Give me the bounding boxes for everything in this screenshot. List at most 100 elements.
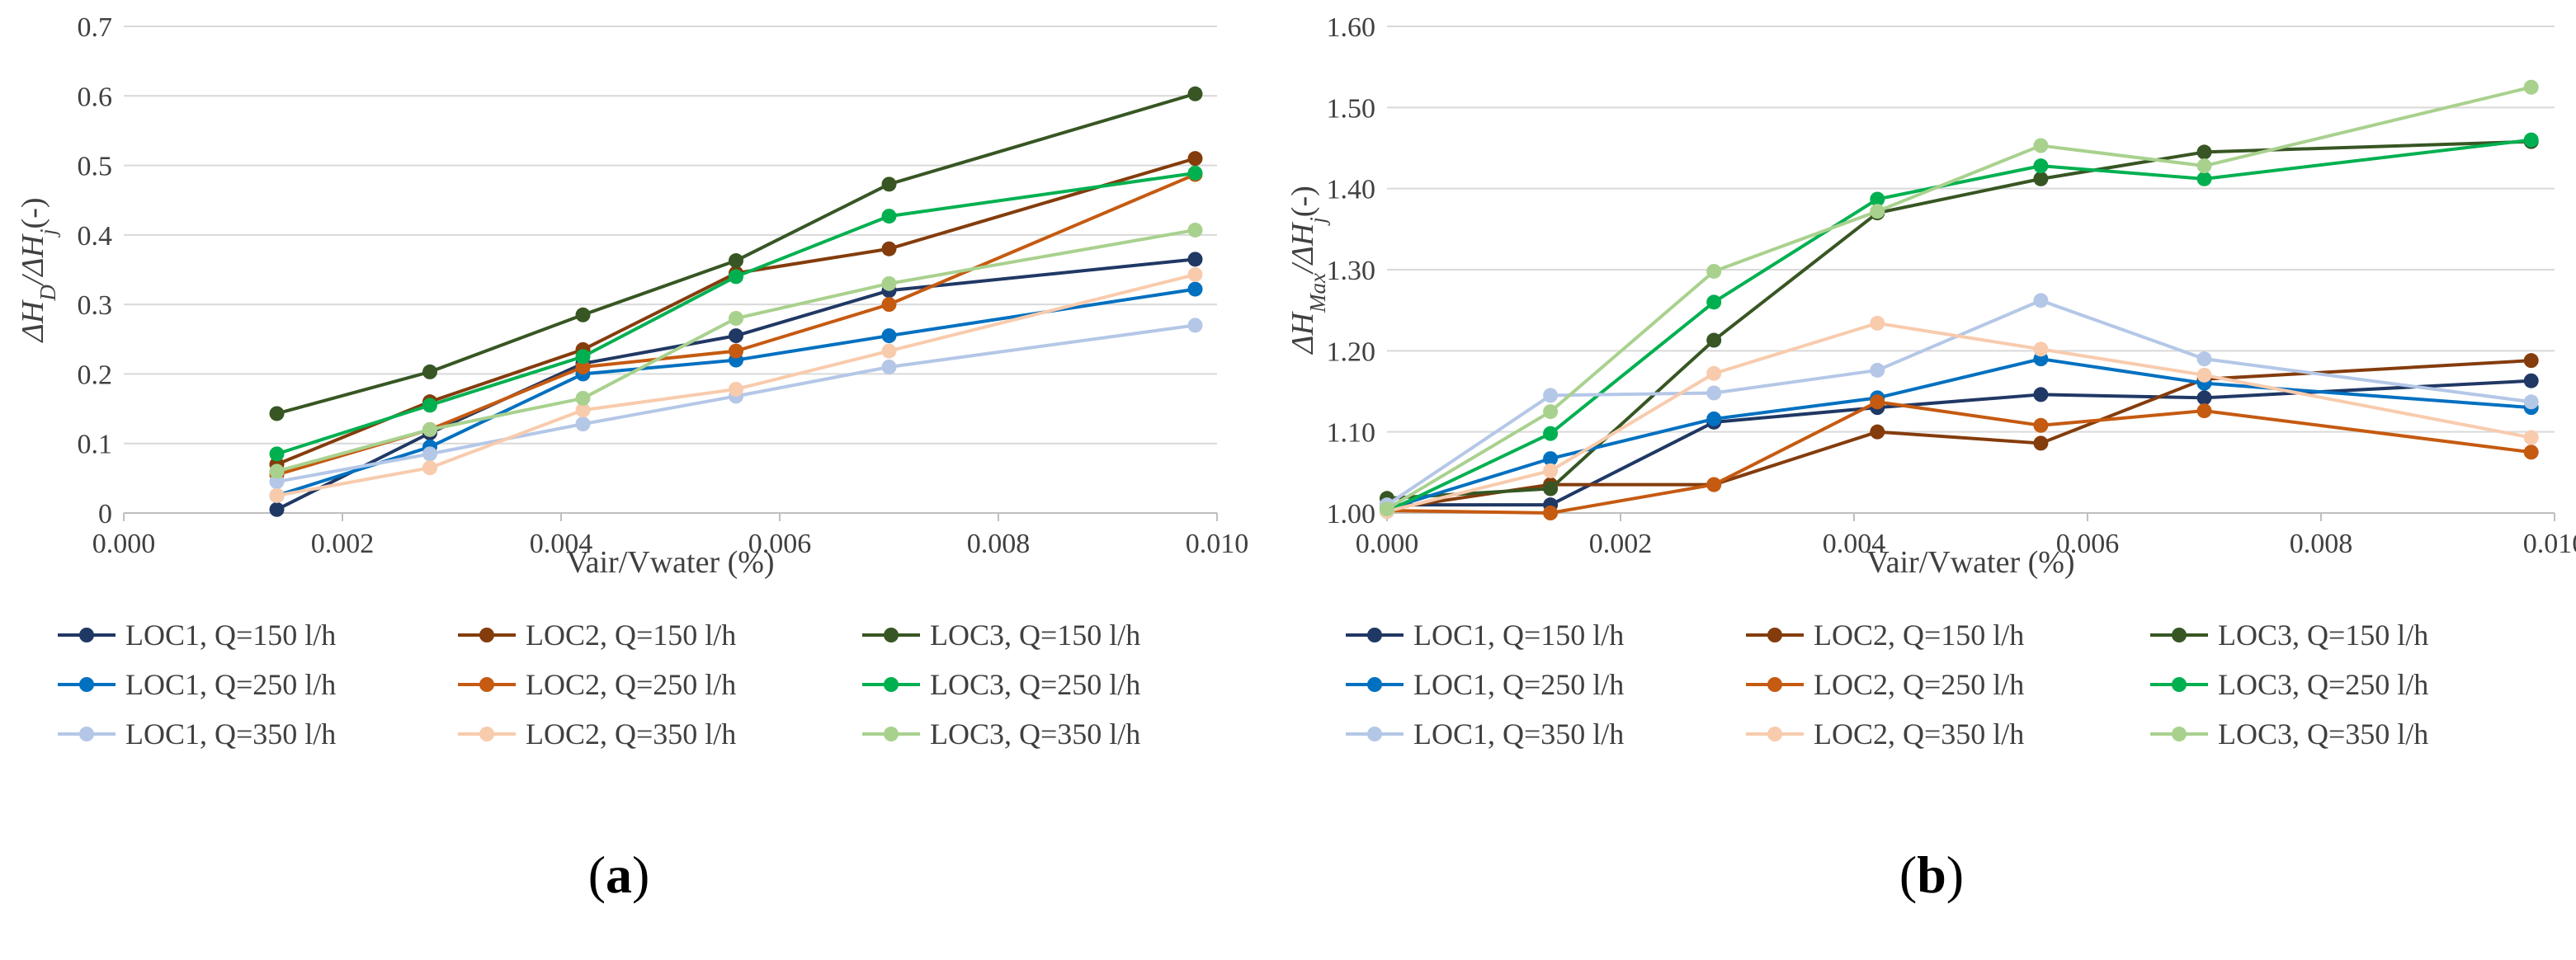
data-point (1187, 222, 1203, 238)
legend-label: LOC1, Q=350 l/h (1413, 718, 1624, 751)
data-point (2033, 293, 2049, 308)
data-point (881, 297, 897, 313)
y-tick-label: 0.4 (78, 221, 113, 252)
series-line-1 (1387, 379, 2531, 507)
y-tick-label: 1.20 (1327, 336, 1376, 367)
data-point (2033, 138, 2049, 153)
series-line-3 (276, 92, 1196, 416)
legend-item: LOC3, Q=250 l/h (862, 668, 1140, 701)
panel-label-part: ) (1946, 845, 1964, 904)
data-point (1706, 477, 1722, 492)
data-point (269, 464, 285, 479)
data-point (422, 398, 437, 413)
data-point (269, 501, 285, 517)
data-point (2196, 390, 2212, 406)
data-point (729, 343, 743, 359)
y-axis-title-part: ΔH (16, 299, 50, 343)
legend-marker (2172, 727, 2187, 741)
legend-label: LOC3, Q=350 l/h (2218, 718, 2428, 751)
y-axis-title-part: j (1305, 217, 1330, 226)
y-tick-label: 0.3 (78, 290, 113, 321)
data-point (1870, 191, 1885, 207)
series-line-6 (276, 171, 1196, 456)
legend-label: LOC3, Q=350 l/h (930, 718, 1140, 751)
legend-item: LOC1, Q=150 l/h (1346, 619, 1624, 652)
data-point (1543, 506, 1559, 520)
series-line-8 (276, 272, 1196, 497)
chart-a-svg: 0 0.1 0.2 0.3 0.4 0.5 0.6 0.7 0.000 0.002 0.004 0.0… (16, 12, 1249, 904)
y-tick-label: 0.2 (78, 360, 113, 390)
y-tick-label: 1.30 (1327, 256, 1376, 286)
legend-marker (884, 677, 899, 692)
data-point (2523, 445, 2539, 460)
data-point (575, 307, 591, 322)
data-point (881, 328, 897, 344)
data-point (1870, 424, 1885, 440)
legend-item: LOC2, Q=350 l/h (1746, 718, 2024, 751)
x-tick-label: 0.006 (748, 529, 812, 559)
panel-label: (a) (588, 845, 650, 904)
y-tick-label: 0.1 (78, 430, 113, 460)
y-axis-title-part: D (35, 285, 60, 302)
x-axis-title: Vair/Vwater (%) (1866, 545, 2074, 580)
data-point (1187, 151, 1203, 167)
y-axis-title-part: (-) (1288, 186, 1320, 217)
y-tick-label: 1.10 (1327, 418, 1376, 449)
y-tick-label: 1.40 (1327, 175, 1376, 205)
data-point (2033, 158, 2049, 174)
legend-marker (479, 677, 494, 692)
data-point (1706, 365, 1722, 381)
x-tick-label: 0.000 (92, 529, 156, 559)
data-point (2196, 171, 2212, 186)
data-point (2523, 373, 2539, 388)
data-point (422, 446, 437, 462)
data-point (575, 349, 591, 365)
legend-item: LOC2, Q=150 l/h (1746, 619, 2024, 652)
data-point (1187, 252, 1203, 267)
y-axis-title-part: (-) (16, 197, 50, 228)
legend-label: LOC2, Q=150 l/h (526, 619, 736, 652)
series-line-4 (1386, 357, 2531, 511)
chart-panel-b: 1.00 1.10 1.20 1.30 1.40 1.50 1.60 0.000 0.002 0.… (1288, 0, 2576, 960)
data-point (1870, 362, 1885, 378)
panel-label-part: ( (588, 845, 606, 904)
x-tick-label: 0.002 (1589, 529, 1653, 559)
data-point (269, 487, 285, 503)
data-point (881, 241, 897, 256)
legend-marker (79, 677, 94, 692)
data-point (881, 360, 897, 374)
legend-item: LOC1, Q=250 l/h (1346, 668, 1624, 701)
legend-marker (2172, 628, 2187, 642)
x-tick-label: 0.008 (2290, 529, 2353, 559)
legend-marker (1767, 677, 1782, 692)
data-point (2196, 158, 2212, 174)
x-tick-label: 0.010 (1186, 529, 1249, 559)
legend-item: LOC3, Q=150 l/h (2150, 619, 2428, 652)
x-axis-title: Vair/Vwater (%) (566, 545, 774, 580)
data-point (2033, 341, 2049, 357)
legend-item: LOC1, Q=250 l/h (58, 668, 336, 701)
data-point (1187, 86, 1203, 101)
legend-label: LOC2, Q=350 l/h (1814, 718, 2024, 751)
data-point (1187, 266, 1203, 282)
data-point (881, 343, 897, 359)
data-point (1543, 404, 1559, 420)
data-point (269, 474, 285, 490)
y-axis-title: ΔHMax/ΔHj(-) (1288, 186, 1330, 355)
data-point (1543, 426, 1559, 441)
series-line-2 (1386, 359, 2531, 511)
legend-marker (1367, 677, 1382, 692)
legend-label: LOC1, Q=350 l/h (125, 718, 336, 751)
legend-marker (884, 628, 899, 642)
x-tick-label: 0.006 (2056, 529, 2120, 559)
x-tick-label: 0.010 (2523, 529, 2576, 559)
legend-label: LOC2, Q=350 l/h (526, 718, 736, 751)
data-point (1187, 318, 1203, 333)
legend-marker (884, 727, 899, 741)
legend-label: LOC3, Q=250 l/h (2218, 668, 2428, 701)
x-tick-label: 0.004 (1823, 529, 1886, 559)
y-tick-label: 0.7 (78, 12, 113, 43)
data-point (881, 209, 897, 224)
legend-label: LOC1, Q=150 l/h (125, 619, 336, 652)
legend-item: LOC3, Q=250 l/h (2150, 668, 2428, 701)
